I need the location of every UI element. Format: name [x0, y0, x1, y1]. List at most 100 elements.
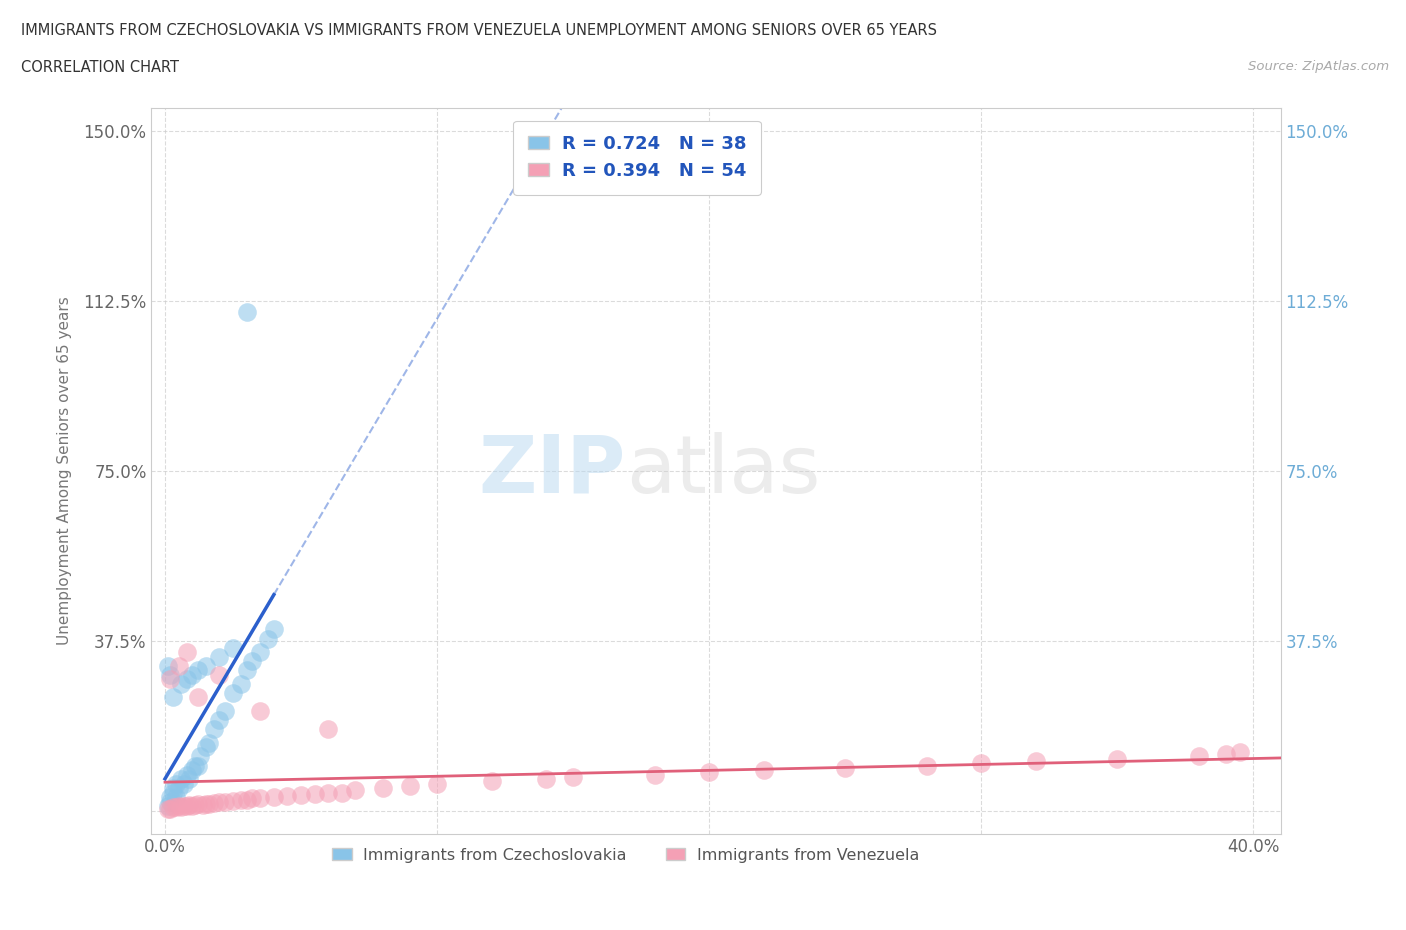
Point [173, 799, 195, 814]
Point [170, 800, 193, 815]
Point [222, 640, 245, 655]
Point [159, 794, 181, 809]
Point [202, 795, 225, 810]
Point [304, 786, 326, 801]
Point [156, 801, 179, 816]
Point [162, 785, 184, 800]
Point [231, 792, 253, 807]
Point [159, 790, 181, 804]
Point [263, 622, 285, 637]
Point [426, 777, 449, 791]
Point [179, 772, 201, 787]
Point [162, 690, 184, 705]
Point [208, 794, 231, 809]
Point [181, 799, 204, 814]
Point [970, 756, 993, 771]
Point [1215, 747, 1237, 762]
Point [190, 749, 212, 764]
Point [276, 789, 298, 804]
Point [644, 767, 666, 782]
Point [316, 785, 339, 800]
Point [481, 774, 503, 789]
Point [202, 722, 225, 737]
Point [156, 799, 179, 814]
Point [235, 305, 257, 320]
Point [562, 769, 585, 784]
Point [176, 671, 198, 686]
Point [263, 790, 285, 804]
Point [176, 644, 198, 659]
Point [165, 777, 187, 791]
Point [371, 781, 394, 796]
Point [176, 799, 198, 814]
Point [176, 767, 198, 782]
Point [1025, 753, 1047, 768]
Point [191, 798, 214, 813]
Point [316, 722, 339, 737]
Point [752, 763, 775, 777]
Point [194, 658, 217, 673]
Point [184, 758, 207, 773]
Point [159, 801, 181, 816]
Point [834, 761, 856, 776]
Point [697, 764, 720, 779]
Point [184, 798, 207, 813]
Point [170, 772, 193, 787]
Point [214, 704, 236, 719]
Text: ZIP: ZIP [478, 432, 626, 510]
Point [231, 676, 253, 691]
Point [257, 631, 280, 646]
Point [235, 663, 257, 678]
Point [208, 712, 231, 727]
Point [194, 797, 217, 812]
Point [240, 654, 263, 669]
Point [167, 658, 190, 673]
Point [915, 758, 938, 773]
Y-axis label: Unemployment Among Seniors over 65 years: Unemployment Among Seniors over 65 years [58, 297, 72, 645]
Point [165, 800, 187, 815]
Point [156, 658, 179, 673]
Point [162, 800, 184, 815]
Point [330, 785, 353, 800]
Text: Source: ZipAtlas.com: Source: ZipAtlas.com [1249, 60, 1389, 73]
Point [534, 772, 557, 787]
Point [181, 668, 204, 683]
Point [167, 799, 190, 814]
Point [290, 788, 312, 803]
Text: IMMIGRANTS FROM CZECHOSLOVAKIA VS IMMIGRANTS FROM VENEZUELA UNEMPLOYMENT AMONG S: IMMIGRANTS FROM CZECHOSLOVAKIA VS IMMIGR… [21, 23, 936, 38]
Point [249, 644, 271, 659]
Text: CORRELATION CHART: CORRELATION CHART [21, 60, 179, 75]
Point [187, 797, 209, 812]
Point [197, 736, 219, 751]
Point [1188, 749, 1211, 764]
Point [187, 758, 209, 773]
Point [208, 649, 231, 664]
Point [1107, 751, 1129, 766]
Point [173, 777, 195, 791]
Point [240, 790, 263, 805]
Point [399, 778, 422, 793]
Point [187, 663, 209, 678]
Point [187, 690, 209, 705]
Point [197, 797, 219, 812]
Point [167, 781, 190, 796]
Point [159, 671, 181, 686]
Point [162, 781, 184, 796]
Legend: Immigrants from Czechoslovakia, Immigrants from Venezuela: Immigrants from Czechoslovakia, Immigran… [326, 842, 925, 869]
Point [249, 790, 271, 805]
Point [159, 668, 181, 683]
Point [179, 798, 201, 813]
Point [214, 794, 236, 809]
Point [249, 704, 271, 719]
Point [170, 676, 193, 691]
Text: atlas: atlas [626, 432, 820, 510]
Point [344, 783, 367, 798]
Point [181, 763, 204, 777]
Point [194, 740, 217, 755]
Point [222, 793, 245, 808]
Point [222, 685, 245, 700]
Point [235, 792, 257, 807]
Point [1229, 744, 1251, 759]
Point [165, 790, 187, 804]
Point [208, 668, 231, 683]
